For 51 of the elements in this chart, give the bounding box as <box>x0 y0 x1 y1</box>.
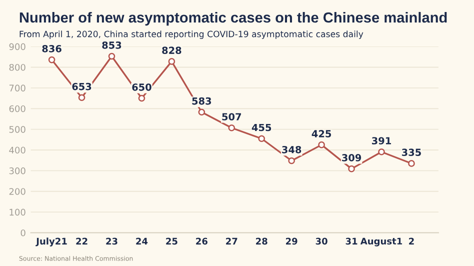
x-tick-label: 24 <box>136 238 148 244</box>
point <box>48 56 56 64</box>
data-label: 583 <box>192 97 212 105</box>
data-label: 853 <box>102 41 122 49</box>
y-tick-label: 300 <box>9 167 26 174</box>
y-tick-label: 800 <box>9 64 26 71</box>
chart-subtitle: From April 1, 2020, China started reporting COVID-19 asymptomatic cases daily <box>20 30 364 39</box>
data-label: 309 <box>342 154 362 162</box>
point <box>228 124 236 132</box>
data-label: 653 <box>72 82 92 90</box>
data-label: 455 <box>252 124 272 132</box>
point <box>378 148 385 156</box>
x-tick-label: 30 <box>316 238 328 245</box>
data-label: 828 <box>162 46 182 54</box>
data-label: 391 <box>372 137 391 144</box>
y-tick-label: 400 <box>9 146 26 154</box>
point <box>78 94 86 102</box>
point <box>198 108 206 116</box>
y-tick-label: 900 <box>9 43 26 50</box>
y-tick-label: 500 <box>9 126 26 133</box>
x-tick-label: 2 <box>409 238 414 244</box>
y-tick-label: 600 <box>9 105 26 112</box>
point <box>288 157 295 164</box>
x-tick-label: 28 <box>256 238 268 245</box>
x-tick-label: 27 <box>226 238 238 244</box>
x-tick-label: 25 <box>166 238 178 245</box>
y-tick-label: 0 <box>20 229 26 236</box>
x-tick-label: 29 <box>286 238 298 245</box>
chart-title: Number of new asymptomatic cases on the Chinese mainland <box>20 12 447 26</box>
point <box>168 58 176 65</box>
data-label: 507 <box>222 113 242 120</box>
point <box>408 160 415 167</box>
x-tick-label: 31 <box>346 238 358 245</box>
data-label: 335 <box>402 148 421 156</box>
y-tick-label: 200 <box>9 188 26 195</box>
x-tick-label: 26 <box>196 238 208 245</box>
point <box>258 135 266 142</box>
data-label: 650 <box>132 83 152 91</box>
x-tick-label: 22 <box>76 238 88 244</box>
x-tick-label: July21 <box>36 238 67 246</box>
y-tick-label: 700 <box>9 84 26 92</box>
x-tick-label: August1 <box>360 238 402 246</box>
data-label: 348 <box>282 146 302 154</box>
data-label: 425 <box>312 130 332 138</box>
y-tick-label: 100 <box>10 208 26 216</box>
point <box>318 141 325 148</box>
point <box>138 94 146 102</box>
x-tick-label: 23 <box>106 238 118 245</box>
data-label: 836 <box>42 45 62 52</box>
point <box>348 165 355 172</box>
point <box>108 52 116 60</box>
